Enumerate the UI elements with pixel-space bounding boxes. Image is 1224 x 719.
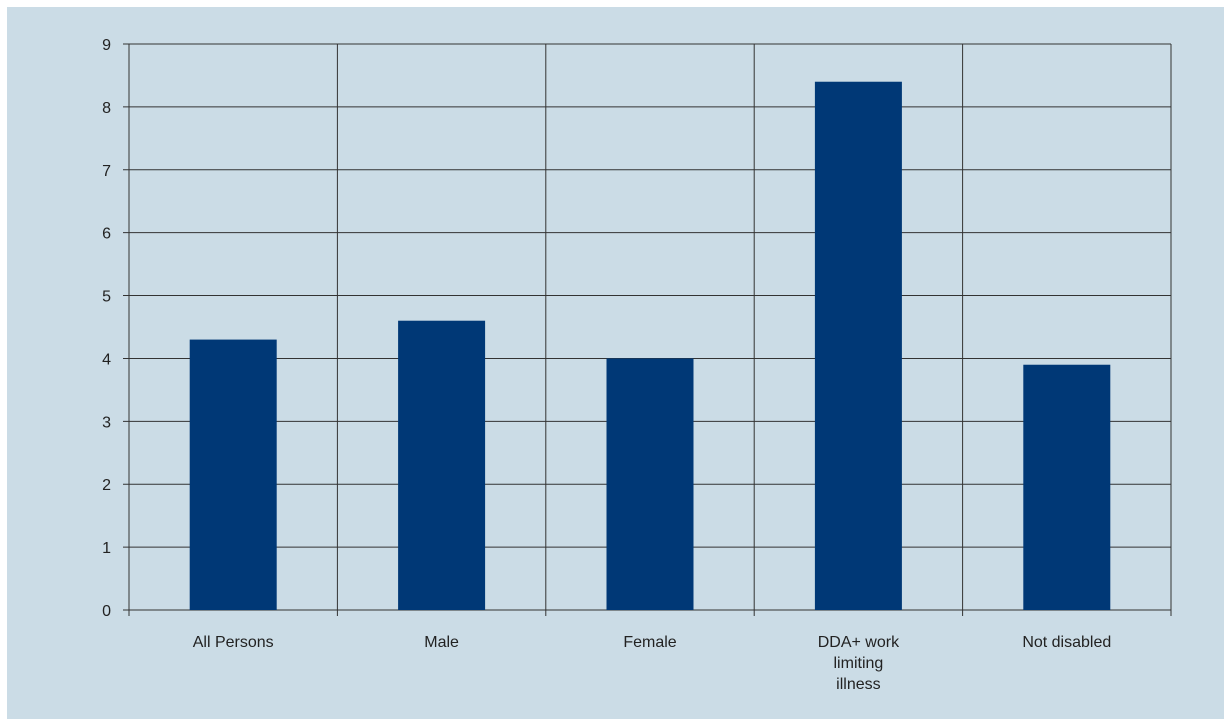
- y-tick-label-9: 9: [102, 37, 111, 54]
- y-tick-label-8: 8: [102, 100, 111, 117]
- x-category-label-4-0: Not disabled: [1022, 634, 1111, 651]
- y-tick-label-2: 2: [102, 477, 111, 494]
- x-category-label-3-0: DDA+ work: [818, 634, 900, 651]
- x-category-label-3-2: illness: [836, 676, 880, 693]
- bar-0: [189, 339, 277, 610]
- x-category-label-1-0: Male: [424, 634, 459, 651]
- y-tick-label-7: 7: [102, 163, 111, 180]
- x-category-label-2-0: Female: [623, 634, 676, 651]
- x-category-labels: All Persons Male Female DDA+ work limiting il…: [193, 634, 1112, 693]
- bar-2: [606, 358, 694, 610]
- y-tick-labels: 0 1 2 3 4 5 6 7 8 9: [102, 37, 111, 620]
- y-tick-label-1: 1: [102, 540, 111, 557]
- y-tick-label-6: 6: [102, 226, 111, 243]
- bar-3: [814, 81, 902, 610]
- bar-4: [1023, 364, 1111, 610]
- y-tick-label-3: 3: [102, 414, 111, 431]
- x-category-label-0-0: All Persons: [193, 634, 274, 651]
- x-category-label-3-1: limiting: [834, 655, 884, 672]
- bar-1: [398, 320, 486, 610]
- bars: [189, 81, 1111, 610]
- y-tick-label-4: 4: [102, 351, 111, 368]
- y-tick-label-0: 0: [102, 603, 111, 620]
- y-tick-label-5: 5: [102, 289, 111, 306]
